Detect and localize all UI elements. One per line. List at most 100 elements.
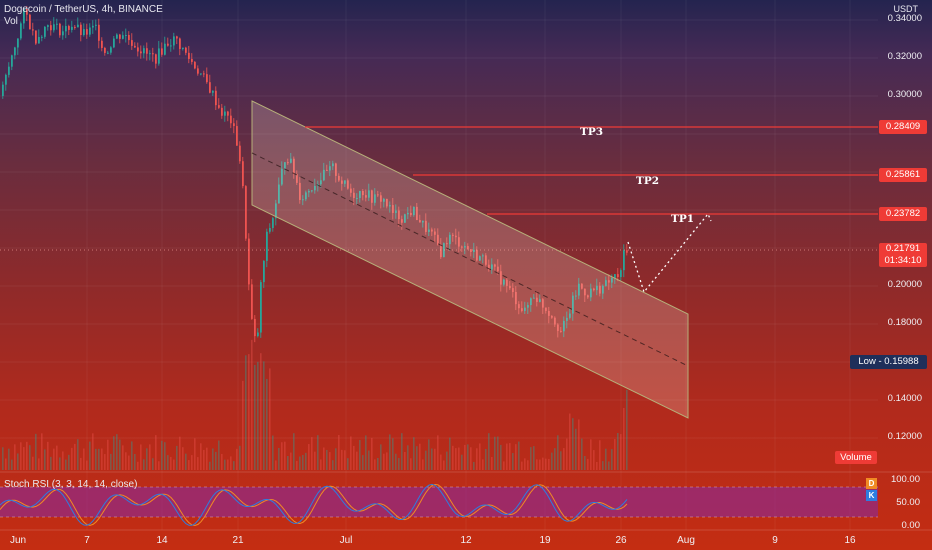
candle-body [17,38,19,48]
volume-bar [341,449,343,470]
volume-bar [71,447,73,470]
candle-body [113,38,115,48]
tp3-label[interactable]: TP3 [580,126,604,138]
volume-bar [101,448,103,470]
candle-body [479,256,481,261]
bar-countdown: 01:34:10 [884,255,922,266]
candle-body [431,229,433,232]
candle-body [140,51,142,54]
candle-body [614,274,616,279]
volume-bar [296,460,298,470]
candle-body [524,307,526,311]
candle-body [269,227,271,232]
candle-body [221,107,223,116]
volume-bar [59,457,61,470]
candle-body [620,270,622,278]
volume-bar [416,446,418,470]
volume-bar [530,447,532,470]
candle-body [170,45,172,47]
candle-body [152,53,154,55]
stoch-axis-label: 0.00 [901,520,921,531]
tp2-price-tag[interactable]: 0.25861 [879,168,927,182]
candle-body [155,54,157,64]
candle-body [467,246,469,250]
tp1-price-tag[interactable]: 0.23782 [879,207,927,221]
stoch-rsi-label[interactable]: Stoch RSI (3, 3, 14, 14, close) [4,479,138,490]
price-axis-label: 0.18000 [887,317,922,328]
candle-body [410,212,412,216]
volume-bar [497,436,499,470]
volume-bar [434,448,436,470]
candle-body [149,53,151,55]
candle-body [590,288,592,298]
volume-indicator-label[interactable]: Vol [4,16,18,27]
candle-body [71,26,73,30]
volume-bar [536,459,538,470]
volume-bar [14,444,16,470]
candle-body [11,55,13,67]
candle-body [458,237,460,247]
candle-body [389,205,391,207]
candle-body [305,192,307,200]
candle-body [419,220,421,223]
candle-body [542,299,544,308]
volume-bar [428,439,430,470]
candle-body [404,214,406,223]
volume-bar [551,452,553,470]
low-price-tag[interactable]: Low - 0.15988 [850,355,927,369]
volume-bar [23,447,25,470]
candle-body [41,36,43,38]
volume-bar [620,434,622,470]
volume-bar [596,461,598,470]
candle-body [212,90,214,93]
candle-body [611,278,613,283]
time-axis-label: 26 [615,535,627,546]
candle-body [248,238,250,285]
volume-bar [125,452,127,470]
tp3-price-tag[interactable]: 0.28409 [879,120,927,134]
candle-body [293,158,295,175]
candle-body [146,48,148,54]
candle-body [521,308,523,311]
candle-body [116,34,118,39]
candle-body [122,35,124,39]
last-price-tag[interactable]: 0.21791 01:34:10 [879,243,927,267]
descending-channel [251,100,689,419]
volume-bar [290,452,292,470]
volume-bar [413,437,415,470]
tp2-label[interactable]: TP2 [636,175,660,187]
candle-body [8,66,10,75]
volume-bar [188,460,190,470]
volume-bar [200,443,202,470]
volume-bar [131,441,133,470]
volume-bar [8,448,10,470]
candle-body [287,162,289,164]
volume-bar [443,460,445,470]
volume-bar [356,451,358,470]
time-axis-label: 7 [84,535,90,546]
volume-bar [248,354,250,470]
candle-body [80,24,82,36]
volume-bar [575,428,577,470]
volume-bar [395,453,397,470]
candle-body [407,212,409,215]
candle-body [35,30,37,44]
volume-bar [5,458,7,470]
volume-bar [386,452,388,470]
volume-bar [479,443,481,470]
volume-bar [203,449,205,470]
candle-body [83,29,85,36]
candle-body [2,84,4,96]
volume-bar [227,459,229,470]
tp1-label[interactable]: TP1 [671,213,695,225]
symbol-title[interactable]: Dogecoin / TetherUS, 4h, BINANCE [4,4,163,15]
candle-body [578,283,580,296]
candle-body [605,280,607,286]
volume-tag[interactable]: Volume [835,451,877,464]
candle-body [5,74,7,85]
volume-bar [281,442,283,470]
candle-body [476,249,478,261]
volume-bar [134,453,136,470]
candle-body [473,249,475,252]
